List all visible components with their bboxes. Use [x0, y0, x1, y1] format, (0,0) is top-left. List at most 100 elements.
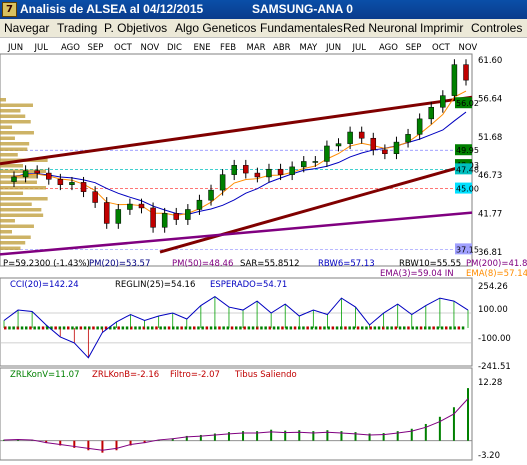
candle-body: [69, 182, 75, 185]
instrument-label: SAMSUNG-ANA 0: [252, 2, 353, 16]
candle-body: [312, 161, 319, 163]
cci-zero-marker: [209, 326, 213, 330]
chart-area: JUN JUL AGO SEP OCT NOV DIC ENE FEB MAR ABR MAY JUN J…: [0, 38, 527, 462]
trend-channel-lower: [159, 162, 473, 254]
price-label-bg: [455, 144, 472, 156]
cci-zero-marker: [100, 326, 104, 330]
cci-zero-marker: [369, 326, 372, 330]
cci-zero-marker: [445, 326, 448, 330]
ema-line: [13, 90, 467, 216]
candle-body: [231, 165, 237, 175]
menu-navegar[interactable]: Navegar: [4, 21, 50, 35]
volume-profile-bar: [0, 103, 33, 107]
cci-zero-marker: [8, 326, 11, 330]
volume-profile-bar: [0, 142, 30, 146]
candle-body: [92, 191, 98, 203]
month-axis: JUN JUL AGO SEP OCT NOV DIC ENE FEB MAR ABR MAY JUN J…: [7, 43, 477, 53]
candle-body: [173, 213, 180, 220]
cci-zero-marker: [37, 326, 41, 330]
volume-profile-bar: [0, 235, 31, 239]
cci-zero-marker: [289, 326, 293, 330]
menu-p-objetivos[interactable]: P. Objetivos: [104, 21, 168, 35]
menu-algo-geneticos[interactable]: Algo Geneticos: [175, 21, 257, 35]
candle-body: [11, 176, 17, 182]
ema3-info: EMA(3)=59.04 IN: [380, 269, 454, 279]
esperado-legend: ESPERADO=54.71: [210, 280, 287, 290]
cci-zero-marker: [142, 326, 146, 330]
cci-zero-marker: [436, 326, 440, 330]
cci-tick-bottom: -241.51: [478, 362, 511, 372]
candle-body: [150, 207, 156, 228]
cci-zero-marker: [377, 326, 381, 330]
pm200-line: [0, 211, 473, 256]
price-y-axis: 61.60 56.64 51.68 46.73 41.77 36.81: [478, 56, 502, 258]
cci-panel[interactable]: [0, 277, 473, 367]
cci-zero-marker: [50, 326, 53, 330]
zrl-panel[interactable]: [0, 367, 473, 461]
candle-body: [451, 64, 458, 96]
cci-zero-marker: [230, 326, 234, 330]
rbw10-info: RBW10=55.55: [399, 259, 461, 269]
menu-fundamentales[interactable]: Fundamentales: [260, 21, 343, 35]
cci-zero-marker: [314, 326, 318, 330]
zrlkonv-legend: ZRLKonV=11.07: [10, 370, 79, 380]
reglin-legend: REGLIN(25)=54.16: [115, 280, 195, 290]
ema8-info: EMA(8)=57.14: [466, 269, 527, 279]
cci-zero-marker: [176, 326, 179, 330]
cci-zero-marker: [352, 326, 356, 330]
cci-zero-marker: [306, 326, 309, 330]
candle-body: [34, 170, 40, 174]
cci-zero-marker: [83, 326, 87, 330]
cci-zero-marker: [319, 326, 322, 330]
cci-zero-marker: [419, 326, 423, 330]
title-bar: 7 Analisis de ALSEA al 04/12/2015 SAMSUN…: [0, 0, 527, 19]
menu-trading[interactable]: Trading: [57, 21, 98, 35]
cci-zero-marker: [12, 326, 15, 330]
cci-zero-marker: [104, 326, 108, 330]
candle-body: [208, 189, 214, 201]
menu-red-neuronal[interactable]: Red Neuronal: [343, 21, 418, 35]
cci-zero-marker: [449, 326, 452, 330]
volume-profile-bar: [0, 186, 47, 190]
volume-profile-bar: [0, 147, 28, 151]
candle-body: [440, 95, 446, 108]
cci-line: [3, 295, 469, 359]
app-logo-icon: 7: [2, 2, 17, 17]
cci-zero-marker: [251, 326, 255, 330]
volume-profile-bar: [0, 202, 32, 206]
month-label: NOV: [141, 43, 160, 53]
chart-svg[interactable]: JUN JUL AGO SEP OCT NOV DIC ENE FEB MAR ABR MAY JUN J…: [0, 38, 527, 462]
cci-zero-marker: [394, 326, 398, 330]
cci-zero-marker: [125, 326, 129, 330]
month-label: JUL: [34, 43, 49, 53]
menu-imprimir[interactable]: Imprimir: [420, 21, 464, 35]
cci-tick-neg100: -100.00: [478, 334, 511, 344]
candle-body: [115, 209, 122, 224]
candle-body: [382, 149, 388, 154]
price-tick-label: 56.64: [478, 94, 502, 104]
cci-zero-marker: [88, 326, 91, 330]
cci-zero-marker: [130, 326, 133, 330]
cci-zero-marker: [415, 326, 419, 330]
cci-zero-marker: [272, 326, 276, 330]
month-label: JUN: [325, 43, 341, 53]
cci-zero-marker: [41, 326, 45, 330]
pm200-info: PM(200)=41.81: [466, 259, 527, 269]
menu-controles[interactable]: Controles: [471, 21, 523, 35]
cci-zero-marker: [75, 326, 78, 330]
cci-zero-marker: [239, 326, 242, 330]
price-label-bg: [455, 97, 472, 109]
cci-zero-marker: [373, 326, 377, 330]
candle-body: [22, 170, 29, 178]
cci-zero-marker: [218, 326, 221, 330]
cci-zero-marker: [62, 326, 66, 330]
cci-zero-marker: [424, 326, 427, 330]
cci-zero-marker: [121, 326, 125, 330]
candle-body: [393, 141, 400, 154]
cci-zero-marker: [440, 326, 444, 330]
price-label-text: 45.00: [456, 185, 479, 194]
volume-profile-bar: [0, 180, 37, 184]
month-label: FEB: [220, 43, 236, 53]
candle-body: [138, 203, 145, 209]
cci-zero-marker: [163, 326, 167, 330]
